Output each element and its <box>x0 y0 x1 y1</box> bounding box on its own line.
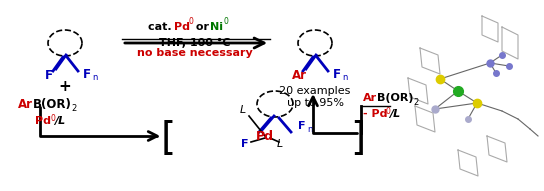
Text: F: F <box>298 121 306 131</box>
Text: n: n <box>342 73 348 82</box>
Text: 0: 0 <box>223 16 228 26</box>
Text: Ar: Ar <box>363 93 377 103</box>
Text: - Pd: - Pd <box>363 109 387 119</box>
Text: cat.: cat. <box>148 22 176 32</box>
Text: 2: 2 <box>413 97 418 107</box>
Text: Pd: Pd <box>174 22 190 32</box>
Text: 20 examples: 20 examples <box>279 86 351 96</box>
Text: ]: ] <box>350 120 366 158</box>
Text: 0: 0 <box>385 107 390 116</box>
Text: Pd: Pd <box>256 129 274 142</box>
Text: no base necessary: no base necessary <box>137 48 253 58</box>
Text: Ni: Ni <box>210 22 223 32</box>
Text: F: F <box>241 139 249 149</box>
Text: F: F <box>333 67 341 80</box>
Text: /L: /L <box>389 109 400 119</box>
Text: or: or <box>192 22 213 32</box>
Text: 2: 2 <box>71 104 76 112</box>
Text: +: + <box>59 79 71 94</box>
Text: n: n <box>307 125 312 134</box>
Text: F: F <box>83 67 91 80</box>
Text: n: n <box>92 73 97 82</box>
Text: B(OR): B(OR) <box>33 97 72 111</box>
Text: L: L <box>240 105 246 115</box>
Text: THF, 100 °C: THF, 100 °C <box>159 38 231 48</box>
Text: Ar: Ar <box>18 97 33 111</box>
Text: /L: /L <box>54 116 65 126</box>
Text: [: [ <box>160 120 176 158</box>
Text: Ar: Ar <box>292 69 306 82</box>
Text: 0: 0 <box>188 16 193 26</box>
Text: B(OR): B(OR) <box>377 93 413 103</box>
Text: up to 95%: up to 95% <box>287 98 343 108</box>
Text: L: L <box>277 139 283 149</box>
Text: 0: 0 <box>50 113 55 122</box>
Text: F: F <box>45 69 53 82</box>
Text: Pd: Pd <box>35 116 51 126</box>
